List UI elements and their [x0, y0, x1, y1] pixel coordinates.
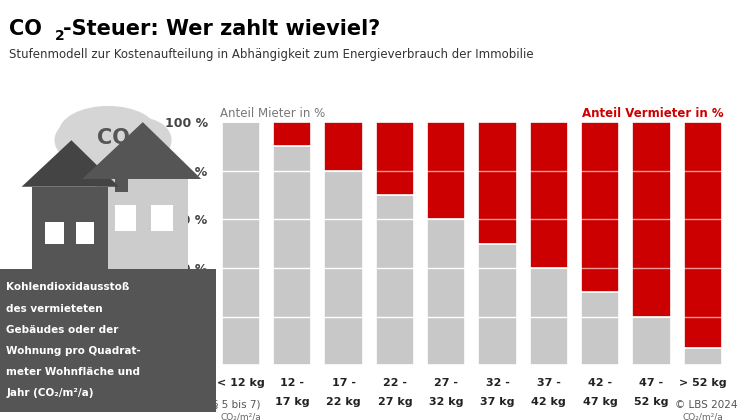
Text: 47 kg: 47 kg	[583, 397, 618, 407]
Text: CO: CO	[9, 19, 42, 39]
Text: CO₂/m²/a: CO₂/m²/a	[683, 413, 723, 420]
Ellipse shape	[60, 107, 157, 158]
Bar	[581, 292, 619, 365]
FancyBboxPatch shape	[0, 270, 221, 419]
Text: des vermieteten: des vermieteten	[7, 304, 103, 314]
Text: Quelle: CO2KostAufG, Anlage (zu den §§ 5 bis 7): Quelle: CO2KostAufG, Anlage (zu den §§ 5…	[9, 399, 260, 409]
Bar	[427, 219, 466, 365]
Text: 32 kg: 32 kg	[429, 397, 463, 407]
Ellipse shape	[110, 118, 171, 162]
Text: 42 kg: 42 kg	[531, 397, 566, 407]
Bar	[325, 122, 363, 171]
Bar	[273, 122, 311, 147]
Text: Gebäudes oder der: Gebäudes oder der	[7, 325, 119, 335]
Bar	[683, 122, 722, 348]
Text: < 12 kg: < 12 kg	[217, 378, 265, 388]
Text: 47 -: 47 -	[639, 378, 664, 388]
Bar	[273, 147, 311, 365]
Text: CO₂/m²/a: CO₂/m²/a	[221, 413, 261, 420]
Text: 37 kg: 37 kg	[480, 397, 515, 407]
Text: 37 -: 37 -	[537, 378, 561, 388]
Text: 27 kg: 27 kg	[377, 397, 412, 407]
FancyBboxPatch shape	[151, 205, 173, 231]
Bar	[478, 122, 517, 244]
Ellipse shape	[55, 120, 109, 161]
Bar	[633, 317, 671, 365]
Text: Kohlendioxidausstoß: Kohlendioxidausstoß	[7, 282, 130, 292]
FancyBboxPatch shape	[46, 222, 64, 244]
Polygon shape	[22, 140, 119, 187]
Text: 42 -: 42 -	[588, 378, 612, 388]
Polygon shape	[82, 122, 201, 179]
Text: 12 -: 12 -	[280, 378, 304, 388]
Text: CO: CO	[97, 128, 131, 148]
FancyBboxPatch shape	[33, 187, 108, 270]
Text: 2: 2	[54, 29, 64, 43]
Bar	[375, 195, 414, 365]
Bar	[325, 171, 363, 365]
Text: 52 kg: 52 kg	[634, 397, 668, 407]
Text: meter Wohnfläche und: meter Wohnfläche und	[7, 367, 140, 377]
Bar	[633, 122, 671, 317]
Text: > 52 kg: > 52 kg	[679, 378, 727, 388]
Text: 2: 2	[137, 141, 146, 155]
Text: Jahr (CO₂/m²/a): Jahr (CO₂/m²/a)	[7, 388, 94, 398]
Bar	[530, 268, 568, 365]
Text: 27 -: 27 -	[434, 378, 458, 388]
FancyBboxPatch shape	[97, 179, 188, 277]
Bar	[530, 122, 568, 268]
Text: 32 -: 32 -	[486, 378, 510, 388]
Text: Stufenmodell zur Kostenaufteilung in Abhängigkeit zum Energieverbrauch der Immob: Stufenmodell zur Kostenaufteilung in Abh…	[9, 48, 533, 61]
Polygon shape	[221, 270, 233, 419]
Bar	[375, 122, 414, 195]
Bar	[222, 122, 260, 365]
FancyBboxPatch shape	[115, 161, 128, 192]
Text: 17 -: 17 -	[331, 378, 356, 388]
FancyBboxPatch shape	[76, 222, 94, 244]
Bar	[427, 122, 466, 219]
Text: 22 kg: 22 kg	[326, 397, 361, 407]
Text: 22 -: 22 -	[383, 378, 407, 388]
Text: 17 kg: 17 kg	[275, 397, 310, 407]
FancyBboxPatch shape	[115, 205, 137, 231]
Bar	[683, 348, 722, 365]
Text: Anteil Mieter in %: Anteil Mieter in %	[220, 108, 325, 121]
Ellipse shape	[111, 166, 127, 181]
Text: © LBS 2024: © LBS 2024	[674, 399, 737, 409]
Bar	[581, 122, 619, 292]
Text: Wohnung pro Quadrat-: Wohnung pro Quadrat-	[7, 346, 141, 356]
Ellipse shape	[72, 135, 154, 171]
Text: -Steuer: Wer zahlt wieviel?: -Steuer: Wer zahlt wieviel?	[63, 19, 380, 39]
Text: Anteil Vermieter in %: Anteil Vermieter in %	[582, 108, 724, 121]
Ellipse shape	[113, 161, 125, 171]
Bar	[478, 244, 517, 365]
